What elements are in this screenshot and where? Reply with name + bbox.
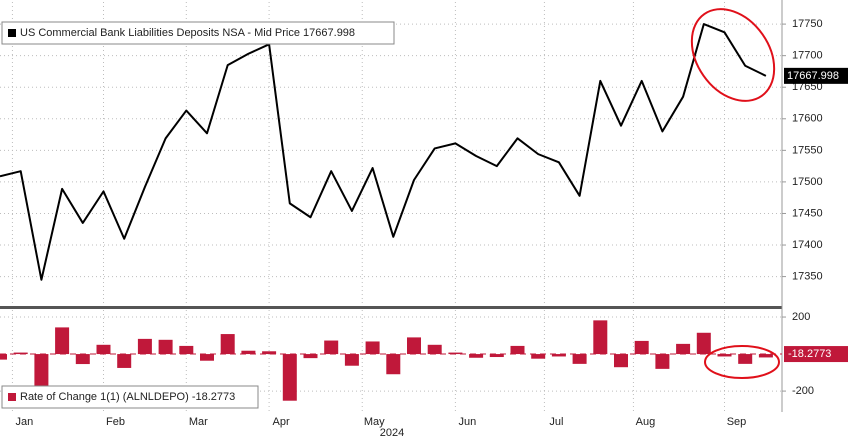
bar [593, 320, 608, 355]
x-tick-label: Jul [549, 416, 563, 428]
bar [13, 352, 28, 355]
bar [324, 340, 339, 355]
bar [655, 354, 670, 369]
bar [262, 351, 277, 355]
bar [676, 343, 691, 355]
bar [427, 344, 442, 355]
bar [241, 350, 256, 355]
bar [344, 354, 359, 366]
bar [34, 354, 49, 386]
bar [551, 354, 566, 357]
bar [365, 341, 380, 355]
y-tick-label: 17500 [792, 176, 823, 188]
legend-text: Rate of Change 1(1) (ALNLDEPO) -18.2773 [20, 391, 235, 403]
x-tick-label: Feb [106, 416, 125, 428]
y-tick-label: 17450 [792, 207, 823, 219]
last-value-label: -18.2773 [788, 348, 831, 360]
bar [55, 327, 70, 355]
x-tick-label: Aug [636, 416, 656, 428]
x-tick-label: Mar [189, 416, 208, 428]
bar [717, 354, 732, 357]
bar [407, 337, 421, 355]
bar [696, 332, 711, 355]
legend-box [1, 385, 259, 409]
bar [0, 354, 7, 360]
bar [179, 345, 194, 355]
bar [634, 340, 649, 355]
x-tick-label: May [364, 416, 385, 428]
bar [158, 339, 173, 355]
legend-text: US Commercial Bank Liabilities Deposits … [20, 27, 355, 39]
bar [303, 354, 318, 359]
legend-top: US Commercial Bank Liabilities Deposits … [1, 21, 395, 45]
panel-separator [0, 306, 782, 309]
bar [117, 354, 132, 368]
bar [531, 354, 546, 359]
last-value-tag [784, 67, 848, 84]
last-value-label: 17667.998 [787, 70, 839, 82]
bar [448, 352, 463, 355]
x-tick-label: Jan [16, 416, 34, 428]
legend-name: Rate of Change 1(1) (ALNLDEPO) [20, 391, 189, 403]
x-axis-label: 2024 [380, 427, 404, 439]
plot-layer: Jan Feb Mar Apr May Jun Jul Aug Sep 17350 17400 174… [0, 2, 848, 428]
bar [200, 354, 214, 361]
bar [386, 354, 401, 375]
bar [614, 354, 628, 368]
y-tick-label: 17600 [792, 113, 823, 125]
legend-swatch [8, 29, 16, 37]
bar [282, 354, 297, 401]
highlight-ellipse [704, 345, 780, 379]
line-series [0, 23, 767, 281]
legend-swatch [8, 393, 16, 401]
legend-name: US Commercial Bank Liabilities Deposits … [20, 27, 300, 39]
bar [137, 338, 152, 355]
bar [572, 354, 587, 364]
y-tick-label: 200 [792, 311, 810, 323]
bar [758, 354, 773, 358]
x-tick-label: Apr [273, 416, 290, 428]
y-tick-label: 17750 [792, 18, 823, 30]
y-tick-label: 17700 [792, 50, 823, 62]
bar [510, 345, 525, 355]
legend-value: -18.2773 [192, 391, 235, 403]
x-tick-label: Jun [459, 416, 477, 428]
y-tick-label: 17650 [792, 81, 823, 93]
bar [220, 334, 235, 355]
y-tick-label: 17350 [792, 271, 823, 283]
bar [489, 354, 504, 358]
bar [75, 354, 90, 365]
legend-bottom: Rate of Change 1(1) (ALNLDEPO) -18.2773 [1, 385, 259, 409]
bar [96, 344, 111, 355]
last-value-tag [784, 346, 848, 363]
legend-box [1, 21, 395, 45]
y-tick-label: 17400 [792, 239, 823, 251]
highlight-ellipse [690, 8, 776, 102]
y-tick-label: 17550 [792, 144, 823, 156]
bar [738, 354, 753, 364]
bar [469, 354, 484, 358]
x-tick-label: Sep [727, 416, 747, 428]
legend-value: 17667.998 [303, 27, 355, 39]
y-tick-label: -200 [792, 385, 814, 397]
